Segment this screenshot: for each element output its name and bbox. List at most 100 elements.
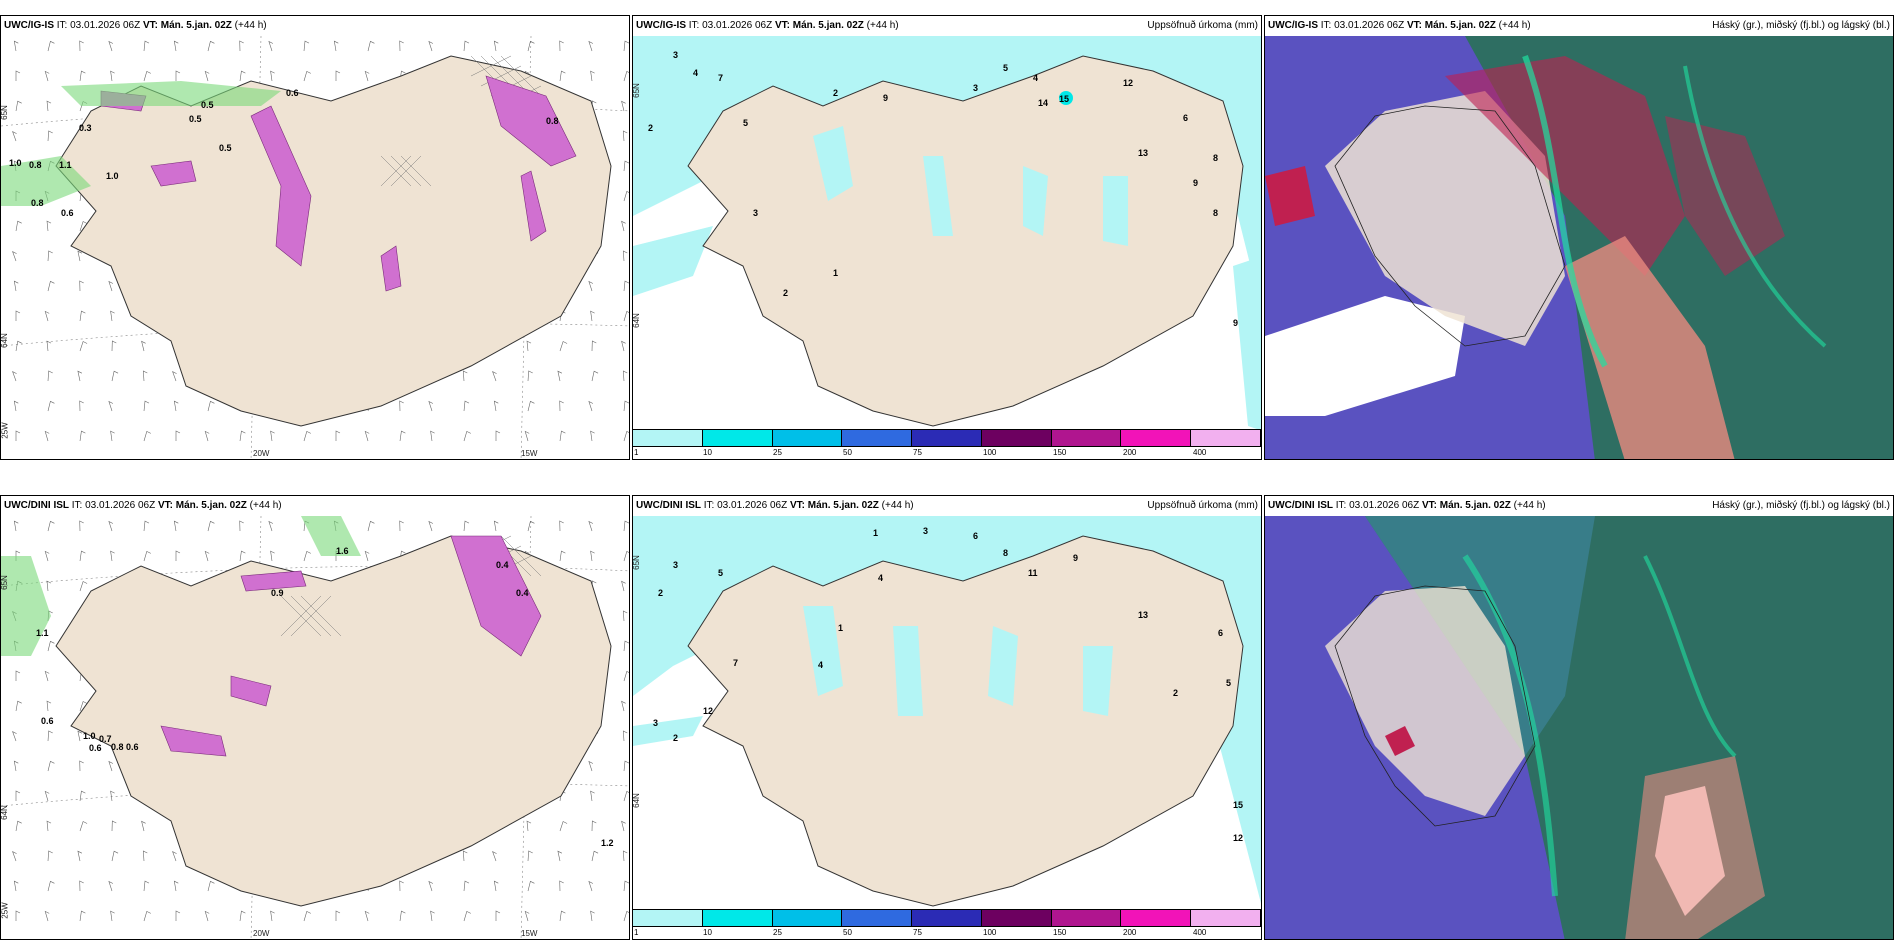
wind-barb-icon xyxy=(588,400,594,412)
wind-barb-icon xyxy=(173,880,179,892)
precip-value: 8 xyxy=(1003,548,1008,558)
lead-time: (+44 h) xyxy=(866,20,899,31)
wind-barb-icon xyxy=(13,880,19,892)
wind-barb-icon xyxy=(15,100,22,112)
wind-barb-icon xyxy=(367,40,375,52)
wind-barb-icon xyxy=(559,550,566,562)
wind-barb-icon xyxy=(622,850,628,862)
precip-value: 12 xyxy=(1123,78,1133,88)
colorbar-tick: 75 xyxy=(913,928,922,937)
wind-barb-icon xyxy=(46,100,52,112)
precip-value: 13 xyxy=(1138,610,1148,620)
precip-value: 1 xyxy=(873,528,878,538)
wind-barb-icon xyxy=(463,430,471,442)
wind-barb-icon xyxy=(175,550,181,561)
wind-value: 0.6 xyxy=(286,88,299,98)
precip-value: 3 xyxy=(653,718,658,728)
wind-barb-icon xyxy=(79,581,88,592)
wind-barb-icon xyxy=(44,70,50,82)
wind-barb-icon xyxy=(559,910,566,922)
wind-barb-icon xyxy=(47,640,55,652)
wind-barb-icon xyxy=(335,70,341,81)
wind-barb-icon xyxy=(559,821,568,832)
colorbar-tick: 150 xyxy=(1053,928,1067,937)
wind-barb-icon xyxy=(79,821,88,832)
wind-barb-icon xyxy=(44,310,50,322)
wind-barb-icon xyxy=(559,40,564,52)
precip-value: 8 xyxy=(1213,208,1218,218)
precip-value: 7 xyxy=(718,73,723,83)
wind-barb-icon xyxy=(204,70,210,82)
colorbar-swatch xyxy=(1191,910,1261,926)
precip-value: 3 xyxy=(673,50,678,60)
precip-value: 5 xyxy=(1003,63,1008,73)
wind-value: 0.7 xyxy=(99,734,112,744)
wind-barb-icon xyxy=(591,850,599,862)
valid-time: VT: Mán. 5.jan. 02Z xyxy=(142,20,232,31)
colorbar-swatch xyxy=(702,430,773,446)
wind-barb-icon xyxy=(110,70,115,82)
precip-title: Uppsöfnuð úrkoma (mm) xyxy=(1147,20,1258,31)
wind-barb-icon xyxy=(559,430,566,442)
wind-barb-icon xyxy=(623,520,629,532)
wind-value: 0.5 xyxy=(201,100,214,110)
wind-barb-icon xyxy=(559,400,564,412)
precip-value: 3 xyxy=(753,208,758,218)
wind-barb-icon xyxy=(47,880,55,892)
colorbar-swatch xyxy=(912,910,982,926)
wind-barb-icon xyxy=(79,760,84,772)
wind-barb-icon xyxy=(143,880,150,892)
wind-barb-icon xyxy=(590,430,595,442)
wind-barb-icon xyxy=(239,520,244,532)
wind-barb-icon xyxy=(79,70,86,82)
precip-value: 4 xyxy=(878,573,883,583)
wind-barb-icon xyxy=(622,130,628,142)
wind-barb-icon xyxy=(623,40,629,52)
colorbar-swatch xyxy=(702,910,773,926)
wind-barb-icon xyxy=(557,850,563,862)
wind-barb-icon xyxy=(622,730,628,742)
panel-header: UWC/DINI ISL IT: 03.01.2026 06Z VT: Mán.… xyxy=(1,496,629,516)
wind-barb-icon xyxy=(108,760,114,772)
wind-barb-icon xyxy=(493,520,499,532)
colorbar-tick: 1 xyxy=(634,928,639,937)
lon-label: 15W xyxy=(521,929,538,938)
wind-barb-icon xyxy=(559,880,564,892)
wind-barb-icon xyxy=(46,700,52,712)
wind-barb-icon xyxy=(239,550,246,562)
wind-barb-icon xyxy=(399,520,404,532)
wind-map: 1.0 0.8 0.8 0.6 1.0 1.1 0.5 0.5 0.5 0.3 … xyxy=(1,35,629,459)
wind-barb-icon xyxy=(77,850,83,862)
wind-barb-icon xyxy=(590,70,595,82)
wind-value: 1.0 xyxy=(9,158,22,168)
wind-value: 0.8 xyxy=(29,160,42,170)
precip-value: 4 xyxy=(693,68,698,78)
wind-barb-icon xyxy=(79,701,88,712)
model-name: UWC/DINI ISL xyxy=(1268,500,1333,511)
panel-header: UWC/IG-IS IT: 03.01.2026 06Z VT: Mán. 5.… xyxy=(1265,16,1893,36)
wind-barb-icon xyxy=(428,880,434,892)
wind-barb-icon xyxy=(15,70,21,81)
cloud-map xyxy=(1265,516,1893,939)
precip-value: 6 xyxy=(1183,113,1188,123)
wind-barb-icon xyxy=(303,70,311,82)
colorbar-tick: 50 xyxy=(843,928,852,937)
colorbar-tick: 400 xyxy=(1193,448,1207,457)
wind-value: 1.6 xyxy=(336,546,349,556)
wind-barb-icon xyxy=(15,820,22,832)
wind-barb-icon xyxy=(623,790,629,802)
panel-header: UWC/IG-IS IT: 03.01.2026 06Z VT: Mán. 5.… xyxy=(1,16,629,36)
wind-value: 0.6 xyxy=(126,742,139,752)
init-time: IT: 03.01.2026 06Z xyxy=(71,500,156,511)
wind-barb-icon xyxy=(590,790,595,802)
precip-value: 11 xyxy=(1028,568,1038,578)
wind-barb-icon xyxy=(175,70,181,81)
wind-barb-icon xyxy=(77,250,83,262)
wind-barb-icon xyxy=(524,430,530,442)
wind-barb-icon xyxy=(12,130,17,142)
colorbar-swatch xyxy=(633,910,703,926)
colorbar-tick: 25 xyxy=(773,448,782,457)
valid-time: VT: Mán. 5.jan. 02Z xyxy=(789,500,879,511)
wind-barb-icon xyxy=(268,520,274,532)
wind-barb-icon xyxy=(79,550,86,562)
